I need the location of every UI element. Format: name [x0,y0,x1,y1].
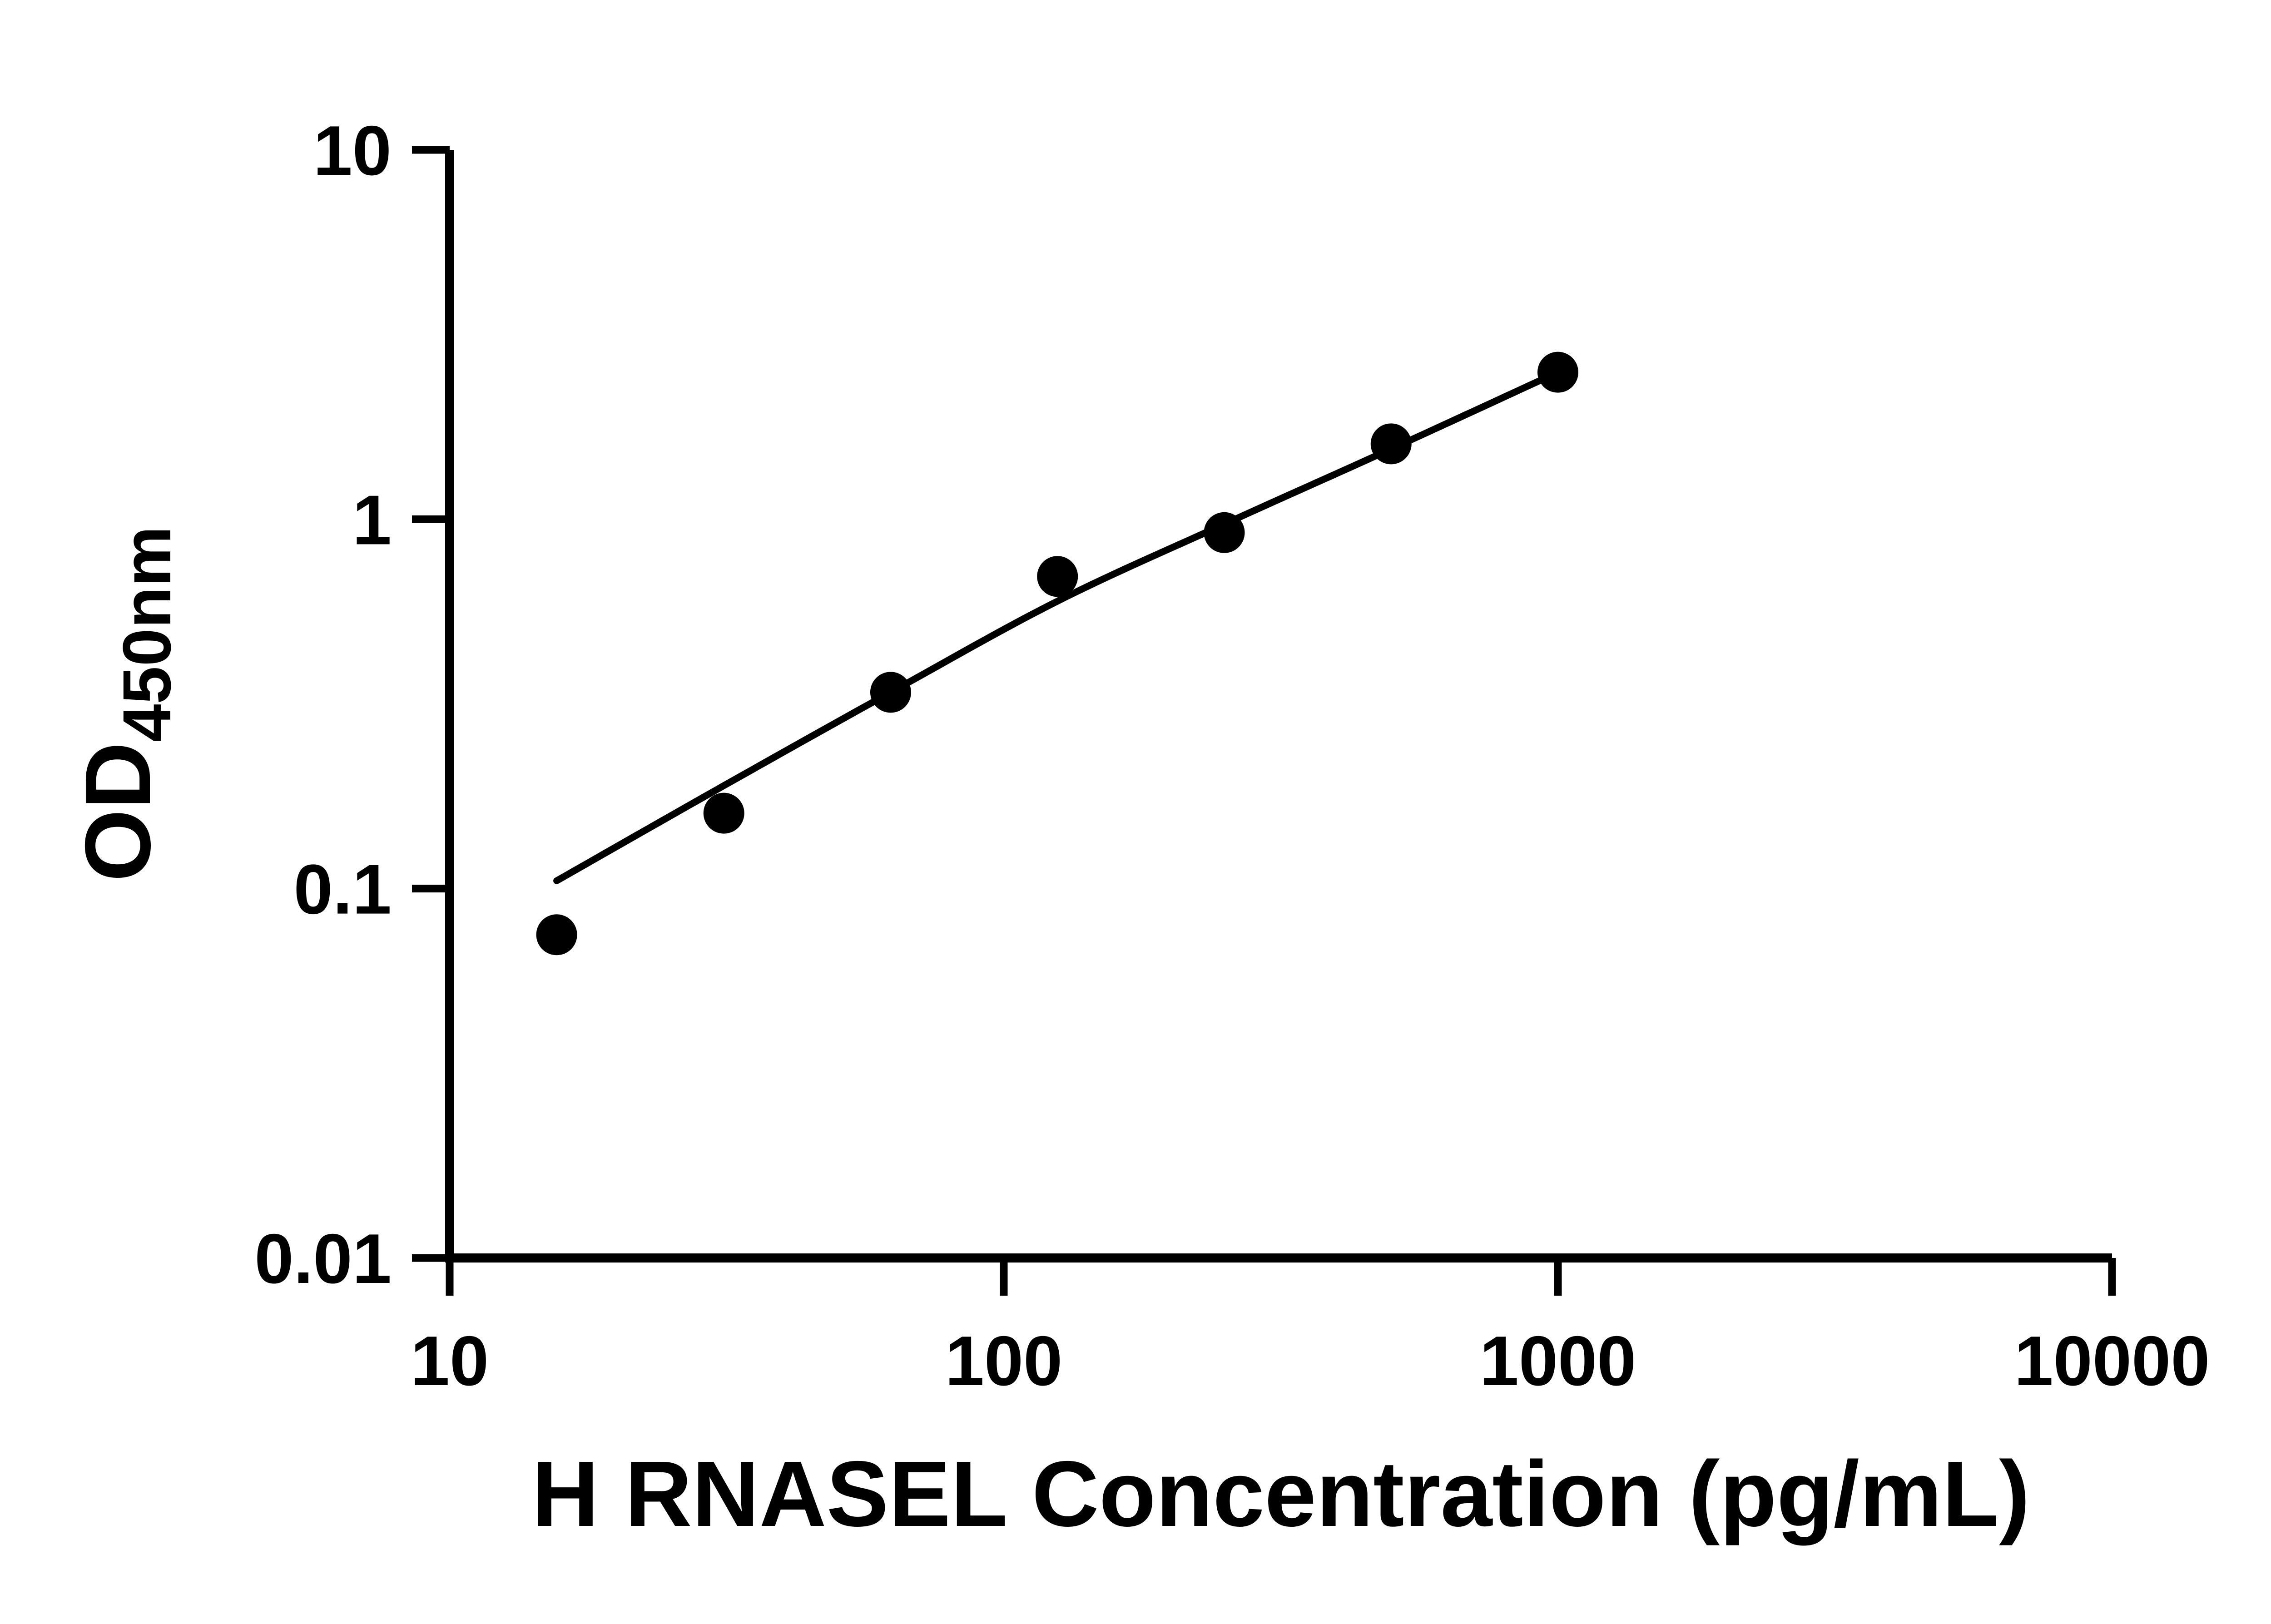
y-axis-title-sub: 450nm [109,526,185,742]
data-point [1370,423,1412,465]
y-axis-title-main: OD [66,742,170,882]
data-point [536,914,577,956]
x-axis-tick-label: 1000 [1480,1322,1636,1400]
data-point [870,672,911,713]
data-point [1204,512,1245,553]
data-point [1037,556,1078,597]
y-axis-title: OD450nm [66,526,185,882]
axis-spines [445,150,2112,1263]
y-axis-tick-label: 1 [352,480,392,559]
data-point [703,792,744,834]
data-point [1537,352,1578,393]
x-axis-tick-label: 10 [411,1322,489,1400]
x-axis-title: H RNASEL Concentration (pg/mL) [532,1442,2030,1546]
x-axis-tick-label: 10000 [2014,1322,2210,1400]
y-axis-tick-label: 10 [313,111,392,190]
x-axis-tick-label: 100 [945,1322,1063,1400]
y-axis-tick-label: 0.1 [294,850,392,929]
y-axis-tick-label: 0.01 [254,1219,392,1298]
